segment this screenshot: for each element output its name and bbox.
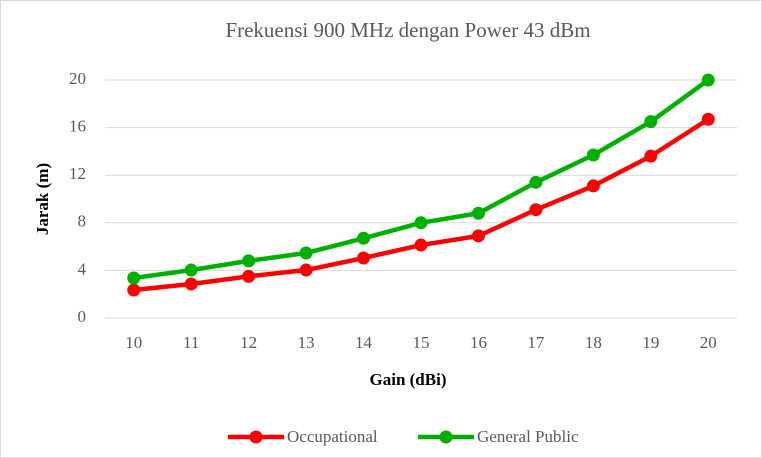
x-tick-label: 12 bbox=[240, 333, 257, 352]
data-point bbox=[644, 115, 658, 129]
x-tick-label: 18 bbox=[585, 333, 602, 352]
data-point bbox=[586, 179, 600, 193]
y-tick-label: 8 bbox=[78, 212, 87, 231]
data-point bbox=[471, 229, 485, 243]
x-tick-label: 14 bbox=[355, 333, 373, 352]
y-tick-label: 12 bbox=[69, 164, 86, 183]
data-point bbox=[184, 263, 198, 277]
x-axis-label: Gain (dBi) bbox=[370, 370, 447, 389]
data-point bbox=[414, 238, 428, 252]
x-tick-label: 19 bbox=[642, 333, 659, 352]
data-point bbox=[529, 203, 543, 217]
data-point bbox=[701, 73, 715, 87]
x-tick-label: 16 bbox=[470, 333, 487, 352]
y-tick-label: 0 bbox=[78, 307, 87, 326]
x-tick-label: 10 bbox=[125, 333, 142, 352]
data-point bbox=[357, 251, 371, 265]
x-tick-label: 11 bbox=[183, 333, 199, 352]
data-point bbox=[299, 263, 313, 277]
data-point bbox=[414, 216, 428, 230]
x-tick-label: 13 bbox=[298, 333, 315, 352]
y-axis-label: Jarak (m) bbox=[33, 163, 52, 235]
data-point bbox=[299, 246, 313, 260]
data-point bbox=[127, 283, 141, 297]
legend-label: General Public bbox=[477, 427, 579, 446]
data-point bbox=[644, 149, 658, 163]
data-point bbox=[471, 206, 485, 220]
y-tick-label: 4 bbox=[78, 259, 87, 278]
x-tick-label: 15 bbox=[413, 333, 430, 352]
data-point bbox=[701, 112, 715, 126]
legend-label: Occupational bbox=[287, 427, 378, 446]
y-tick-label: 16 bbox=[69, 117, 86, 136]
data-point bbox=[242, 269, 256, 283]
data-point bbox=[357, 231, 371, 245]
x-tick-label: 20 bbox=[700, 333, 717, 352]
x-tick-label: 17 bbox=[527, 333, 545, 352]
data-point bbox=[127, 271, 141, 285]
data-point bbox=[242, 254, 256, 268]
legend-marker bbox=[439, 430, 453, 444]
data-point bbox=[586, 148, 600, 162]
legend-marker bbox=[249, 430, 263, 444]
y-tick-label: 20 bbox=[69, 69, 86, 88]
data-point bbox=[184, 277, 198, 291]
data-point bbox=[529, 175, 543, 189]
chart-title: Frekuensi 900 MHz dengan Power 43 dBm bbox=[225, 18, 590, 42]
